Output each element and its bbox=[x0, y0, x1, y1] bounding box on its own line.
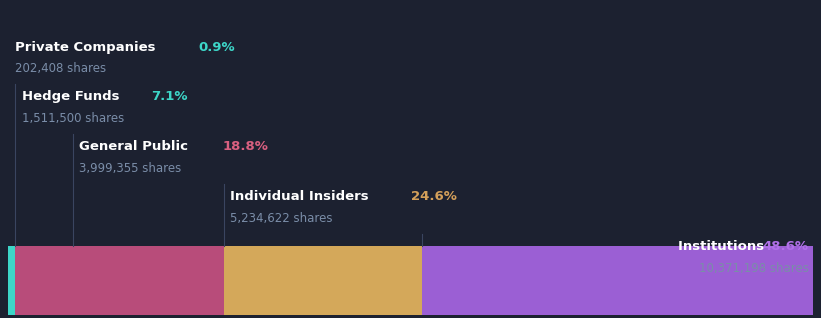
Text: 3,999,355 shares: 3,999,355 shares bbox=[79, 162, 181, 175]
Text: 5,234,622 shares: 5,234,622 shares bbox=[230, 212, 333, 225]
Text: Individual Insiders: Individual Insiders bbox=[230, 190, 374, 203]
Text: Private Companies: Private Companies bbox=[15, 41, 160, 53]
Text: 10,371,198 shares: 10,371,198 shares bbox=[699, 262, 809, 275]
Bar bbox=[8, 246, 16, 315]
Text: 0.9%: 0.9% bbox=[198, 41, 235, 53]
Bar bbox=[224, 246, 422, 315]
Text: 202,408 shares: 202,408 shares bbox=[15, 62, 106, 75]
Text: Hedge Funds: Hedge Funds bbox=[22, 90, 124, 103]
Text: 24.6%: 24.6% bbox=[411, 190, 457, 203]
Text: Institutions: Institutions bbox=[678, 240, 769, 253]
Bar bbox=[16, 246, 72, 315]
Text: 1,511,500 shares: 1,511,500 shares bbox=[22, 112, 124, 125]
Text: 7.1%: 7.1% bbox=[151, 90, 187, 103]
Bar bbox=[72, 246, 224, 315]
Text: 18.8%: 18.8% bbox=[222, 140, 268, 153]
Text: General Public: General Public bbox=[79, 140, 193, 153]
Bar bbox=[422, 246, 813, 315]
Text: 48.6%: 48.6% bbox=[763, 240, 809, 253]
